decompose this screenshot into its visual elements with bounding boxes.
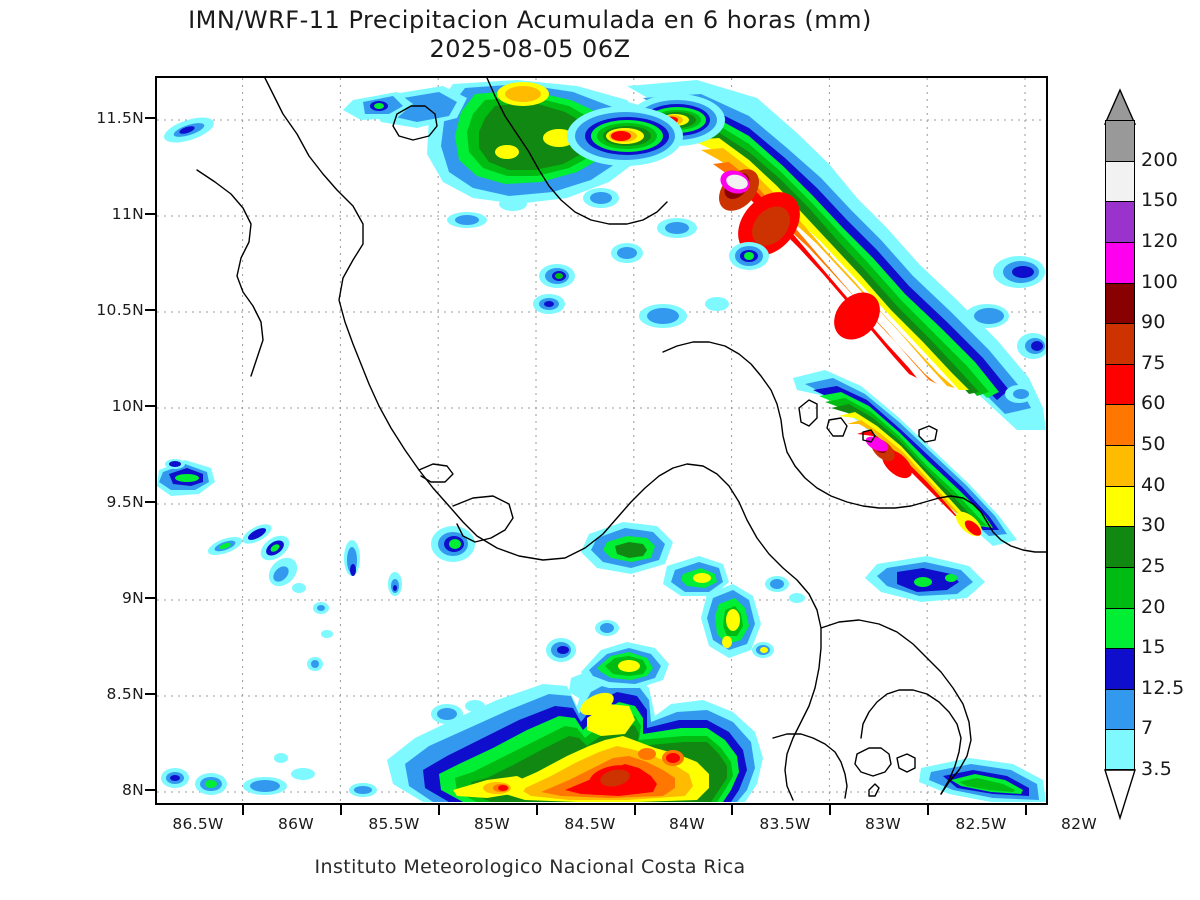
colorbar-tick-150: 150 xyxy=(1141,189,1179,212)
y-tick-9n xyxy=(145,597,155,599)
colorbar-band-25 xyxy=(1105,526,1135,567)
colorbar-band-20 xyxy=(1105,566,1135,608)
colorbar-band-7 xyxy=(1105,688,1135,730)
y-axis-label-9_5n: 9.5N xyxy=(106,493,144,511)
footer-credit: Instituto Meteorologico Nacional Costa R… xyxy=(314,856,746,878)
y-tick-10n xyxy=(145,405,155,407)
x-axis-label-85_5w: 85.5W xyxy=(368,815,420,833)
y-axis-label-8n: 8N xyxy=(121,781,144,799)
colorbar-band-12_5 xyxy=(1105,648,1135,689)
y-tick-11_5n xyxy=(145,117,155,119)
colorbar-tick-120: 120 xyxy=(1141,229,1179,252)
y-tick-8n xyxy=(145,789,155,791)
colorbar-tick-30: 30 xyxy=(1141,514,1166,537)
colorbar-band-100 xyxy=(1105,241,1135,283)
precip-cell-south-finger xyxy=(546,620,669,688)
x-tick-83_5w xyxy=(829,805,831,815)
x-tick-85w xyxy=(536,805,538,815)
y-tick-10_5n xyxy=(145,309,155,311)
colorbar-band-90 xyxy=(1105,282,1135,324)
precip-cells-northwest xyxy=(164,117,214,143)
colorbar-tick-15: 15 xyxy=(1141,636,1166,659)
y-axis-label-9n: 9N xyxy=(121,589,144,607)
precip-cells-pacific-sw xyxy=(157,459,475,763)
x-axis-label-83w: 83W xyxy=(865,815,901,833)
colorbar-band-60 xyxy=(1105,363,1135,405)
colorbar-tick-50: 50 xyxy=(1141,433,1166,455)
coastline-overlay xyxy=(196,78,1046,801)
precip-cluster-south-pacific xyxy=(387,666,763,802)
x-tick-86w xyxy=(340,805,342,815)
x-tick-84_5w xyxy=(634,805,636,815)
colorbar-band-15 xyxy=(1105,607,1135,649)
x-axis-label-86_5w: 86.5W xyxy=(172,815,224,833)
colorbar-tick-100: 100 xyxy=(1141,270,1179,293)
colorbar-tick-7: 7 xyxy=(1141,717,1154,740)
precip-cell-ne-top xyxy=(567,106,683,166)
y-tick-8_5n xyxy=(145,693,155,695)
y-axis-label-10_5n: 10.5N xyxy=(96,301,144,319)
x-axis-label-82_5w: 82.5W xyxy=(955,815,1007,833)
colorbar-tick-60: 60 xyxy=(1141,392,1166,415)
colorbar-tick-3_5: 3.5 xyxy=(1141,758,1173,780)
x-axis-label-84w: 84W xyxy=(669,815,705,833)
precipitation-contour-field xyxy=(157,78,1046,803)
colorbar-band-40 xyxy=(1105,445,1135,486)
y-axis-label-11_5n: 11.5N xyxy=(96,109,144,127)
x-tick-86_5w xyxy=(242,805,244,815)
colorbar[interactable] xyxy=(1105,120,1135,770)
precip-band-caribbean xyxy=(565,80,1046,430)
colorbar-under-arrow xyxy=(1104,769,1136,821)
precip-cells-central xyxy=(581,522,805,658)
colorbar-tick-20: 20 xyxy=(1141,595,1166,618)
map-plot-area[interactable] xyxy=(155,76,1048,805)
colorbar-band-120 xyxy=(1105,201,1135,242)
colorbar-tick-25: 25 xyxy=(1141,554,1166,577)
chart-title-line-2: 2025-08-05 06Z xyxy=(429,35,631,63)
x-tick-83w xyxy=(927,805,929,815)
y-axis-label-10n: 10N xyxy=(111,397,144,415)
x-tick-82_5w xyxy=(1025,805,1027,815)
colorbar-tick-40: 40 xyxy=(1141,473,1166,496)
x-axis-label-86w: 86W xyxy=(278,815,314,833)
precip-cells-north-center xyxy=(447,188,769,328)
y-axis-label-11n: 11N xyxy=(111,205,144,223)
x-axis-label-83_5w: 83.5W xyxy=(759,815,811,833)
precip-cell-southeast xyxy=(919,758,1046,802)
colorbar-tick-90: 90 xyxy=(1141,311,1166,334)
colorbar-band-75 xyxy=(1105,323,1135,364)
colorbar-band-30 xyxy=(1105,485,1135,527)
y-axis-label-8_5n: 8.5N xyxy=(106,685,144,703)
x-axis-label-84_5w: 84.5W xyxy=(564,815,616,833)
colorbar-band-50 xyxy=(1105,404,1135,445)
colorbar-tick-200: 200 xyxy=(1141,148,1179,171)
colorbar-tick-12_5: 12.5 xyxy=(1141,676,1185,699)
x-tick-85_5w xyxy=(438,805,440,815)
colorbar-band-3_5 xyxy=(1105,729,1135,770)
x-axis-label-85w: 85W xyxy=(474,815,510,833)
x-tick-84w xyxy=(731,805,733,815)
colorbar-band-150 xyxy=(1105,160,1135,202)
x-axis-label-82w: 82W xyxy=(1061,815,1097,833)
y-tick-11n xyxy=(145,213,155,215)
chart-title-line-1: IMN/WRF-11 Precipitacion Acumulada en 6 … xyxy=(188,6,872,34)
y-tick-9_5n xyxy=(145,501,155,503)
precip-cells-east-edge xyxy=(865,256,1046,602)
chart-title-block: IMN/WRF-11 Precipitacion Acumulada en 6 … xyxy=(0,6,1060,64)
colorbar-tick-75: 75 xyxy=(1141,351,1166,374)
precip-cells-southwest xyxy=(161,700,485,797)
colorbar-band-200 xyxy=(1105,120,1135,161)
